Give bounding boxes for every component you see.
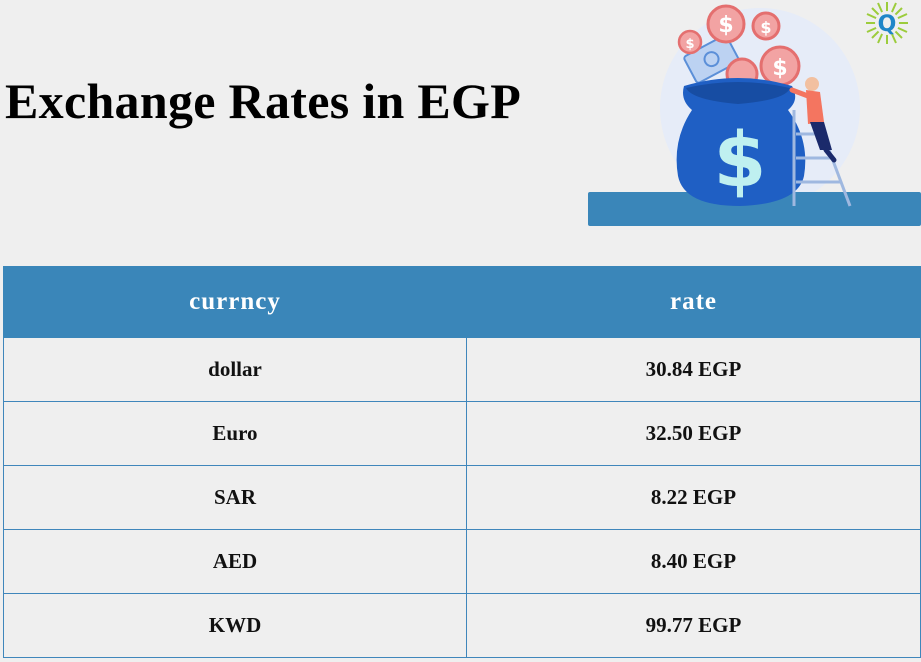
column-header-currency: currncy (3, 266, 467, 338)
table-row: dollar 30.84 EGP (3, 337, 921, 402)
q-logo-letter: Q (878, 12, 897, 37)
money-bag-icon: $ $ $ $ $ (588, 4, 921, 226)
svg-text:$: $ (760, 18, 771, 37)
rate-cell: 32.50 EGP (466, 401, 921, 466)
currency-cell: Euro (3, 401, 467, 466)
svg-text:$: $ (714, 115, 767, 204)
currency-cell: AED (3, 529, 467, 594)
table-row: Euro 32.50 EGP (3, 401, 921, 466)
svg-text:$: $ (772, 56, 787, 81)
exchange-rates-table: currncy rate dollar 30.84 EGP Euro 32.50… (3, 266, 921, 658)
column-header-rate: rate (466, 266, 921, 338)
rate-cell: 8.40 EGP (466, 529, 921, 594)
page-title: Exchange Rates in EGP (5, 73, 522, 129)
table-row: KWD 99.77 EGP (3, 593, 921, 658)
svg-text:$: $ (718, 13, 733, 38)
currency-cell: SAR (3, 465, 467, 530)
table-row: SAR 8.22 EGP (3, 465, 921, 530)
currency-cell: KWD (3, 593, 467, 658)
rate-cell: 99.77 EGP (466, 593, 921, 658)
rate-cell: 8.22 EGP (466, 465, 921, 530)
svg-text:$: $ (685, 37, 694, 52)
q-logo-icon: Q (866, 2, 908, 44)
table-header-row: currncy rate (3, 266, 921, 338)
currency-cell: dollar (3, 337, 467, 402)
table-row: AED 8.40 EGP (3, 529, 921, 594)
rate-cell: 30.84 EGP (466, 337, 921, 402)
